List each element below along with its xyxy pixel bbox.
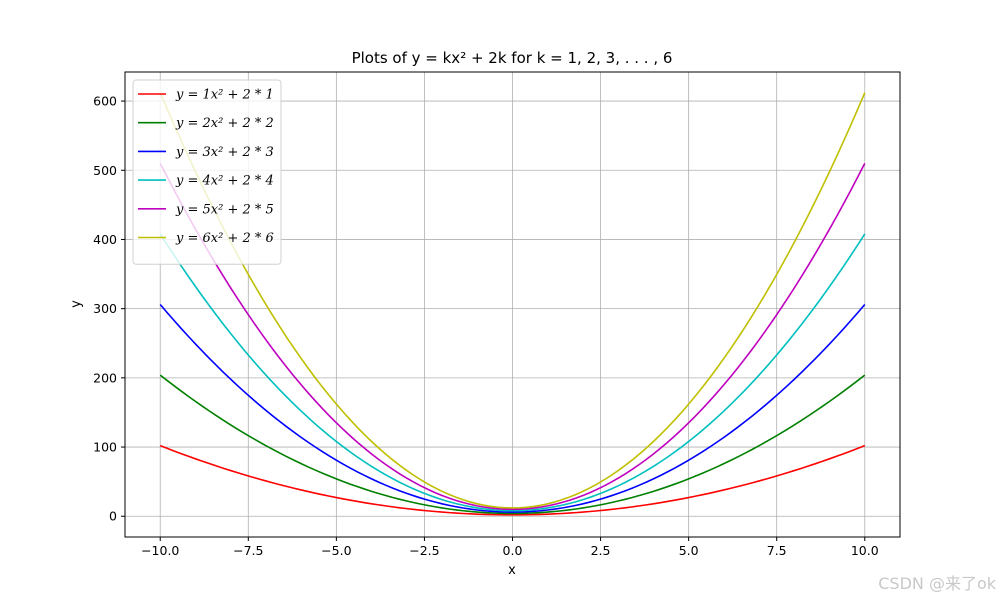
legend-box: [132, 79, 282, 265]
y-axis-label: y: [69, 300, 84, 308]
x-tick-label: −7.5: [233, 543, 263, 558]
x-tick-label: 0.0: [503, 543, 523, 558]
legend-entry-label: y = 5x² + 2 * 5: [175, 202, 274, 217]
y-tick-label: 200: [93, 370, 117, 385]
chart-title: Plots of y = kx² + 2k for k = 1, 2, 3, .…: [352, 49, 673, 67]
series-lines: [159, 92, 866, 516]
x-axis-ticks: −10.0 −7.5 −5.0 −2.5 0.0 2.5 5.0 7.5 10.0: [141, 537, 879, 558]
y-axis-ticks: 0 100 200 300 400 500 600: [93, 94, 125, 524]
watermark-text: CSDN @来了ok: [878, 574, 996, 593]
y-tick-label: 100: [93, 440, 117, 455]
series-line-k3: [159, 303, 866, 513]
legend: y = 1x² + 2 * 1 y = 2x² + 2 * 2 y = 3x² + …: [132, 79, 282, 265]
series-line-k1: [159, 444, 866, 516]
x-tick-label: −10.0: [141, 543, 179, 558]
x-tick-label: 5.0: [679, 543, 699, 558]
y-tick-label: 400: [93, 232, 117, 247]
series-line-k2: [159, 374, 866, 515]
legend-entry-label: y = 1x² + 2 * 1: [175, 88, 274, 103]
x-axis-label: x: [508, 563, 516, 578]
grid-lines: [125, 72, 900, 537]
series-line-k6: [159, 92, 866, 509]
legend-entry-label: y = 3x² + 2 * 3: [175, 145, 274, 160]
y-tick-label: 500: [93, 163, 117, 178]
x-tick-label: −5.0: [321, 543, 351, 558]
x-tick-label: −2.5: [409, 543, 439, 558]
x-tick-label: 10.0: [851, 543, 879, 558]
y-tick-label: 0: [109, 509, 117, 524]
series-line-k4: [159, 233, 866, 512]
series-line-k5: [159, 162, 866, 511]
x-tick-label: 7.5: [767, 543, 787, 558]
y-tick-label: 300: [93, 301, 117, 316]
legend-entry-label: y = 2x² + 2 * 2: [175, 116, 274, 131]
legend-entry-label: y = 4x² + 2 * 4: [175, 174, 274, 189]
legend-entry-label: y = 6x² + 2 * 6: [175, 231, 274, 246]
y-tick-label: 600: [93, 94, 117, 109]
x-tick-label: 2.5: [591, 543, 611, 558]
